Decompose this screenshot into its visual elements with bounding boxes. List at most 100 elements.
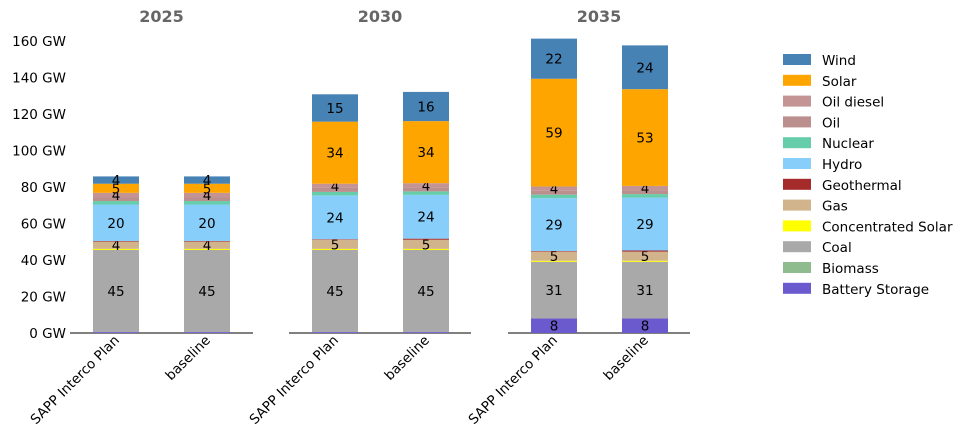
data-label: 4 (203, 188, 212, 204)
bar-segment-wind (93, 176, 139, 184)
bar-segment-battery-storage (312, 332, 358, 333)
bar-segment-oil (312, 187, 358, 192)
legend-label: Biomass (822, 261, 879, 277)
legend-item-solar: Solar (783, 74, 857, 90)
bar-segment-oil-diesel (184, 192, 230, 198)
bar-segment-coal (403, 249, 449, 333)
bar-segment-geothermal (403, 238, 449, 240)
data-label: 45 (326, 284, 343, 300)
bar-segment-geothermal (312, 239, 358, 240)
panel-title: 2035 (577, 7, 622, 26)
legend-swatch (783, 178, 811, 190)
legend-item-nuclear: Nuclear (783, 136, 874, 152)
data-label: 31 (545, 283, 562, 299)
data-label: 4 (112, 173, 121, 189)
legend-item-oil: Oil (783, 115, 840, 131)
legend-label: Coal (822, 240, 852, 256)
data-label: 4 (203, 238, 212, 254)
bar-segment-wind (622, 45, 668, 90)
legend-swatch (783, 95, 811, 107)
bar-segment-nuclear (622, 194, 668, 198)
legend-label: Battery Storage (822, 282, 929, 298)
data-label: 45 (417, 284, 434, 300)
legend-item-wind: Wind (783, 53, 856, 69)
data-label: 15 (326, 101, 343, 117)
bar-segment-coal (312, 249, 358, 333)
legend-item-coal: Coal (783, 240, 852, 256)
data-label: 4 (422, 178, 431, 194)
legend-label: Hydro (822, 157, 862, 173)
legend-swatch (783, 158, 811, 169)
bar-segment-coal (184, 249, 230, 333)
y-tick-label: 160 GW (12, 34, 66, 50)
y-tick-label: 0 GW (29, 326, 66, 342)
legend-swatch (783, 199, 811, 211)
bar-segment-gas (93, 241, 139, 249)
data-label: 31 (636, 283, 653, 299)
bar-segment-oil (93, 197, 139, 202)
bar-segment-oil-diesel (531, 186, 577, 191)
bar-segment-coal (531, 261, 577, 319)
bar-segment-oil (622, 190, 668, 195)
data-label: 24 (326, 210, 343, 226)
data-label: 4 (641, 181, 650, 197)
bar-segment-coal (622, 261, 668, 319)
bar-baseline: 8 31 5 29 4 53 24 (622, 45, 668, 335)
bar-sapp-interco-plan: 8 31 5 29 4 59 22 (531, 38, 577, 335)
bar-segment-hydro (312, 195, 358, 240)
bar-segment-geothermal (531, 251, 577, 252)
x-tick-label: SAPP Interco Plan (466, 333, 561, 428)
x-tick-label: baseline (601, 333, 652, 384)
bar-segment-hydro (622, 197, 668, 251)
data-label: 8 (550, 319, 559, 335)
x-tick-label: SAPP Interco Plan (28, 333, 123, 428)
legend-swatch (783, 137, 811, 149)
data-label: 5 (550, 249, 559, 265)
legend-swatch (783, 74, 811, 86)
bar-segment-nuclear (93, 201, 139, 205)
bar-segment-solar (531, 78, 577, 187)
legend-label: Geothermal (822, 178, 902, 194)
y-tick-label: 80 GW (21, 180, 66, 196)
bar-segment-oil-diesel (312, 183, 358, 188)
legend: Wind Solar Oil diesel Oil Nuclear Hydro Geothe… (783, 53, 953, 298)
bar-segment-nuclear (184, 201, 230, 205)
data-label: 4 (550, 182, 559, 198)
bar-segment-geothermal (622, 250, 668, 252)
bar-segment-oil-diesel (403, 183, 449, 188)
y-tick-label: 100 GW (12, 144, 66, 160)
data-label: 5 (331, 237, 340, 253)
bar-segment-gas (531, 251, 577, 261)
bar-segment-gas (184, 241, 230, 249)
data-label: 34 (326, 146, 343, 162)
bar-segment-battery-storage (93, 332, 139, 333)
data-label: 20 (107, 216, 124, 232)
bar-segment-solar (184, 183, 230, 193)
bar-segment-oil (403, 187, 449, 192)
legend-item-gas: Gas (783, 199, 848, 215)
data-label: 45 (198, 284, 215, 300)
y-tick-label: 140 GW (12, 71, 66, 87)
legend-swatch (783, 116, 811, 128)
legend-label: Concentrated Solar (822, 219, 953, 235)
bar-segment-solar (93, 183, 139, 193)
legend-label: Solar (822, 74, 857, 90)
bar-baseline: 45 5 24 4 34 16 (403, 91, 449, 333)
legend-item-geothermal: Geothermal (783, 178, 902, 194)
bar-segment-concentrated-solar (531, 260, 577, 262)
bar-segment-battery-storage (403, 332, 449, 333)
y-tick-label: 20 GW (21, 290, 66, 306)
bar-segment-geothermal (184, 241, 230, 242)
bar-segment-concentrated-solar (622, 260, 668, 262)
bar-segment-oil (184, 197, 230, 202)
bar-segment-geothermal (93, 241, 139, 242)
bar-segment-nuclear (312, 191, 358, 196)
legend-label: Oil (822, 115, 840, 131)
bar-segment-battery-storage (622, 318, 668, 333)
data-label: 29 (636, 217, 653, 233)
data-label: 5 (422, 237, 431, 253)
x-tick-label: SAPP Interco Plan (247, 333, 342, 428)
